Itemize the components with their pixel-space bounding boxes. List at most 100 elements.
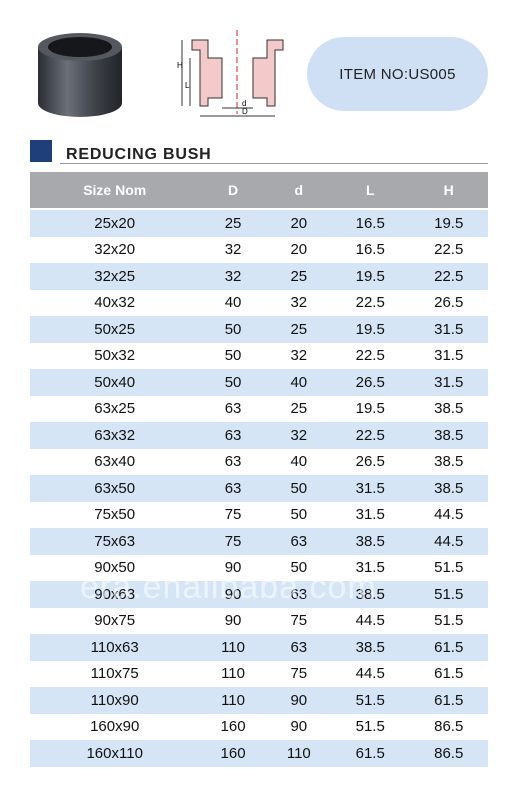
table-cell: 25 (266, 263, 331, 290)
table-cell: 32 (266, 422, 331, 449)
table-row: 160x110 160 110 61.5 86.5 (30, 740, 488, 767)
table-cell: 50 (290, 559, 308, 577)
table-cell: 44.5 (409, 528, 488, 555)
table-cell: 90 (290, 718, 308, 736)
table-row: 63x32 63 32 22.5 38.5 (30, 422, 488, 449)
table-cell: 63 (266, 634, 331, 661)
table-cell: 31.5 (409, 369, 488, 396)
table-cell: 50 (290, 506, 308, 524)
table-cell: 32 (224, 241, 242, 259)
table-row: 90x75 90 75 44.5 51.5 (30, 608, 488, 635)
table-cell: 90x63 (30, 581, 200, 608)
table-cell: 20 (266, 209, 331, 237)
dim-label: L (185, 81, 190, 90)
table-body: 25x20 25 20 16.5 19.5 32x20 32 20 16.5 22.5 32x25 3… (30, 209, 488, 767)
table-cell: 22.5 (355, 294, 385, 312)
dimension-diagram: H L d D (177, 30, 284, 117)
table-cell: 19.5 (409, 209, 488, 237)
table-row: 90x63 90 63 38.5 51.5 (30, 581, 488, 608)
table-cell: 25x20 (30, 209, 200, 237)
table-cell: 63 (199, 422, 267, 449)
table-cell: 32 (290, 294, 308, 312)
table-cell: 19.5 (330, 316, 410, 343)
table-cell: 44.5 (355, 665, 385, 683)
table-cell: 61.5 (330, 740, 410, 767)
table-cell: 75 (290, 665, 308, 683)
table-row: 63x25 63 25 19.5 38.5 (30, 396, 488, 423)
table-cell: 63x32 (30, 422, 200, 449)
table-row: 50x32 50 32 22.5 31.5 (30, 343, 488, 370)
table-row: 75x63 75 63 38.5 44.5 (30, 528, 488, 555)
table-cell: 50 (199, 316, 267, 343)
table-cell: 90 (199, 581, 267, 608)
column-header: Size Nom (30, 172, 200, 210)
table-cell: 63 (266, 581, 331, 608)
table-cell: 61.5 (434, 665, 464, 683)
table-cell: 90 (266, 687, 331, 714)
table-cell: 50x25 (30, 316, 200, 343)
table-cell: 51.5 (434, 612, 464, 630)
table-cell: 51.5 (330, 687, 410, 714)
table-row: 32x20 32 20 16.5 22.5 (30, 237, 488, 264)
table-cell: 40x32 (94, 294, 136, 312)
table-row: 50x40 50 40 26.5 31.5 (30, 369, 488, 396)
table-cell: 26.5 (434, 294, 464, 312)
table-row: 75x50 75 50 31.5 44.5 (30, 502, 488, 529)
table-cell: 25 (266, 316, 331, 343)
table-cell: 90 (224, 559, 242, 577)
table-cell: 160 (199, 740, 267, 767)
table-cell: 63 (266, 528, 331, 555)
table-cell: 110 (266, 740, 331, 767)
table-cell: 31.5 (409, 316, 488, 343)
table-cell: 50 (224, 347, 242, 365)
table-cell: 110 (221, 665, 245, 683)
table-cell: 63 (199, 475, 267, 502)
table-cell: 31.5 (330, 475, 410, 502)
table-cell: 40 (224, 294, 242, 312)
column-header: H (409, 172, 488, 210)
table-cell: 110x63 (30, 634, 200, 661)
table-row: 110x75 110 75 44.5 61.5 (30, 661, 488, 688)
table-cell: 75 (224, 506, 242, 524)
table-cell: 50 (199, 369, 267, 396)
table-row: 40x32 40 32 22.5 26.5 (30, 290, 488, 317)
table-cell: 32 (199, 263, 267, 290)
table-cell: 51.5 (434, 559, 464, 577)
table-cell: 19.5 (330, 263, 410, 290)
table-row: 90x50 90 50 31.5 51.5 (30, 555, 488, 582)
table-cell: 31.5 (355, 559, 385, 577)
table-cell: 90 (224, 612, 242, 630)
table-cell: 40 (290, 453, 308, 471)
table-cell: 75x50 (94, 506, 136, 524)
table-row: 63x50 63 50 31.5 38.5 (30, 475, 488, 502)
table-cell: 22.5 (434, 241, 464, 259)
table-cell: 86.5 (409, 740, 488, 767)
table-cell: 32x25 (30, 263, 200, 290)
table-cell: 75 (199, 528, 267, 555)
table-cell: 22.5 (330, 422, 410, 449)
table-row: 25x20 25 20 16.5 19.5 (30, 209, 488, 237)
table-cell: 63 (224, 400, 242, 418)
table-row: 110x90 110 90 51.5 61.5 (30, 687, 488, 714)
table-cell: 110x90 (30, 687, 200, 714)
table-cell: 51.5 (409, 581, 488, 608)
table-cell: 50x32 (94, 347, 136, 365)
table-cell: 50 (266, 475, 331, 502)
table-cell: 22.5 (355, 347, 385, 365)
column-header: L (330, 172, 410, 210)
table-cell: 38.5 (330, 581, 410, 608)
column-header: D (199, 172, 267, 210)
table-cell: 20 (290, 241, 308, 259)
table-cell: 110 (199, 687, 267, 714)
table-row: 32x25 32 25 19.5 22.5 (30, 263, 488, 290)
table-cell: 26.5 (355, 453, 385, 471)
table-cell: 31.5 (355, 506, 385, 524)
table-cell: 38.5 (409, 475, 488, 502)
table-row: 50x25 50 25 19.5 31.5 (30, 316, 488, 343)
table-cell: 61.5 (409, 687, 488, 714)
table-cell: 25 (199, 209, 267, 237)
table-cell: 110x75 (90, 665, 139, 683)
